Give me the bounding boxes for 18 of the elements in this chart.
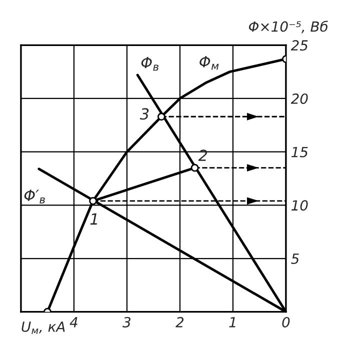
- x-tick-label: 0: [282, 316, 290, 328]
- y-tick-label: 5: [291, 254, 299, 264]
- annotation: Φ$_{в}$: [141, 56, 158, 71]
- annotation: 1: [90, 213, 97, 225]
- x-tick-label: 2: [176, 316, 184, 328]
- y-tick-label: 25: [290, 40, 308, 51]
- x-tick-label: 1: [229, 317, 236, 328]
- annotation: 3: [140, 108, 149, 120]
- x-tick-label: 4: [70, 317, 78, 328]
- y-tick-label: 10: [291, 200, 308, 211]
- x-axis-title: U$_{м}$, кА: [22, 322, 65, 334]
- y-tick-label: 15: [291, 146, 308, 158]
- x-tick-label: 3: [122, 316, 130, 328]
- annotation: Φ′$_{в}$: [24, 190, 45, 204]
- annotation: 2: [198, 150, 208, 161]
- y-tick-label: 20: [290, 93, 308, 104]
- annotation: Φ$_{м}$: [200, 56, 219, 70]
- y-axis-title: Φ×10⁻⁵, Вб: [248, 20, 328, 34]
